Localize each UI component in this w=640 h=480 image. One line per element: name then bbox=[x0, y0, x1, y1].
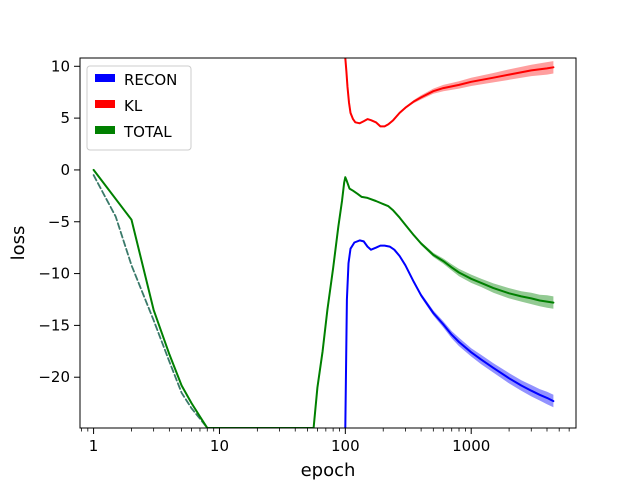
legend-label-kl: KL bbox=[124, 97, 143, 115]
y-axis-label: loss bbox=[8, 226, 29, 261]
y-tick-label: 0 bbox=[60, 161, 70, 179]
series-band-kl bbox=[345, 58, 554, 127]
y-tick-label: −15 bbox=[38, 316, 70, 334]
series-line-total bbox=[92, 168, 555, 428]
x-tick-label: 10 bbox=[210, 437, 229, 455]
plot-frame bbox=[79, 57, 577, 429]
legend-swatch-recon bbox=[95, 74, 115, 82]
series-layer bbox=[92, 58, 555, 428]
legend-label-recon: RECON bbox=[124, 71, 177, 89]
y-tick-label: 10 bbox=[51, 57, 70, 75]
legend-label-total: TOTAL bbox=[123, 123, 172, 141]
y-tick-label: −20 bbox=[38, 368, 70, 386]
legend: RECON KL TOTAL bbox=[86, 65, 192, 151]
y-tick-label: 5 bbox=[60, 109, 70, 127]
x-axis-label: epoch bbox=[301, 460, 356, 480]
series-line-reference bbox=[92, 174, 209, 428]
x-tick-label: 100 bbox=[331, 437, 360, 455]
series-line-kl bbox=[344, 58, 555, 128]
y-tick-label: −10 bbox=[38, 265, 70, 283]
legend-swatch-total bbox=[95, 126, 115, 134]
legend-swatch-kl bbox=[95, 100, 115, 108]
x-tick-label: 1 bbox=[89, 437, 99, 455]
series-band-recon bbox=[345, 240, 554, 428]
series-line-recon bbox=[344, 239, 555, 428]
x-tick-label: 1000 bbox=[452, 437, 490, 455]
y-tick-label: −5 bbox=[48, 213, 70, 231]
axes-layer: 1 10 100 1000 10 5 0 −5 −10 −15 −20 bbox=[38, 57, 570, 455]
